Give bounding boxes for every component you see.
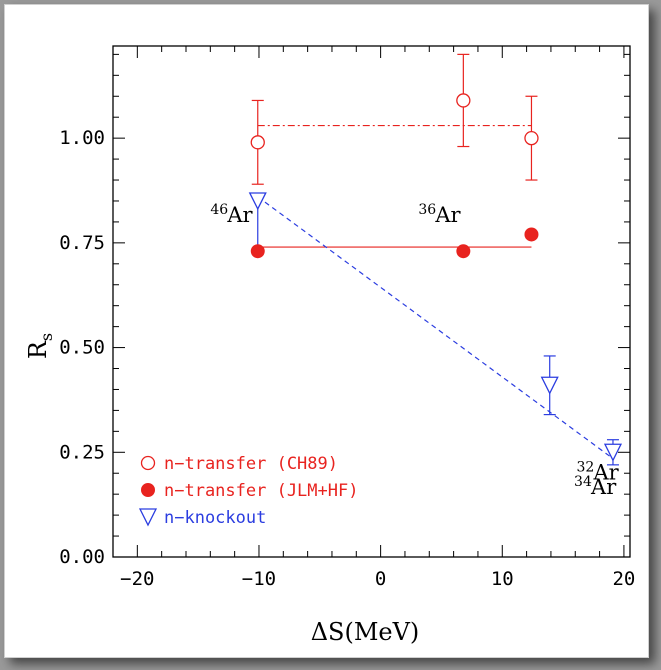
isotope-element: Ar <box>592 461 619 485</box>
x-tick-label: 20 <box>612 568 635 590</box>
x-tick-label: −20 <box>120 568 154 590</box>
x-axis: −20 −10 0 10 20 <box>112 46 635 590</box>
legend-entry: n−knockout <box>138 508 266 528</box>
isotope-element: Ar <box>434 203 461 227</box>
y-tick-label: 0.75 <box>59 232 105 254</box>
y-tick-label: 1.00 <box>59 127 105 149</box>
plot-frame <box>112 45 631 558</box>
legend-entry: n−transfer (CH89) <box>140 454 338 474</box>
isotope-mass: 46 <box>210 202 228 218</box>
x-tick-label: −10 <box>242 568 276 590</box>
marker-open-triangle <box>540 376 559 395</box>
isotope-mass: 34 <box>574 474 592 490</box>
isotope-mass: 36 <box>418 202 436 218</box>
isotope-label: 34 Ar <box>574 474 617 499</box>
error-bars <box>251 53 619 466</box>
isotope-label: 46 Ar <box>210 202 253 227</box>
legend: n−transfer (CH89) n−transfer (JLM+HF) n−kn… <box>138 454 358 528</box>
y-axis-title-main: R <box>24 340 52 359</box>
marker-open-circle <box>524 130 539 146</box>
marker-open-circle <box>250 135 265 150</box>
marker-filled-circle <box>524 227 539 242</box>
y-tick-label: 0.25 <box>59 441 105 463</box>
marker-open-triangle <box>138 508 158 527</box>
x-tick-label: 10 <box>491 568 514 590</box>
marker-open-triangle <box>248 192 267 211</box>
legend-label: n−knockout <box>164 508 266 528</box>
series-line <box>257 196 614 460</box>
marker-filled-circle <box>141 483 155 497</box>
marker-open-circle <box>456 93 471 108</box>
y-tick-label: 0.50 <box>59 337 105 359</box>
isotope-mass: 32 <box>576 460 594 476</box>
isotope-element: Ar <box>590 475 617 499</box>
data-markers <box>248 93 623 462</box>
figure-frame <box>4 4 649 658</box>
marker-filled-circle <box>250 244 265 259</box>
legend-label: n−transfer (CH89) <box>164 454 338 474</box>
y-axis-title-sub: s <box>37 333 56 341</box>
x-axis-title: ΔS(MeV) <box>311 618 420 646</box>
isotope-label: 32 Ar <box>576 460 619 485</box>
y-axis-title: Rs <box>24 333 56 359</box>
trend-lines <box>257 124 614 460</box>
legend-entry: n−transfer (JLM+HF) <box>141 481 358 501</box>
marker-open-circle <box>140 455 156 471</box>
plot-area <box>112 45 631 558</box>
isotope-label: 36 Ar <box>418 202 461 227</box>
x-tick-label: 0 <box>375 568 386 590</box>
marker-open-triangle <box>603 443 623 462</box>
legend-label: n−transfer (JLM+HF) <box>164 481 358 501</box>
y-tick-label: 0.00 <box>59 546 105 568</box>
isotope-element: Ar <box>226 203 253 227</box>
marker-filled-circle <box>456 244 471 259</box>
y-axis: 0.00 0.25 0.50 0.75 1.00 <box>59 53 630 568</box>
